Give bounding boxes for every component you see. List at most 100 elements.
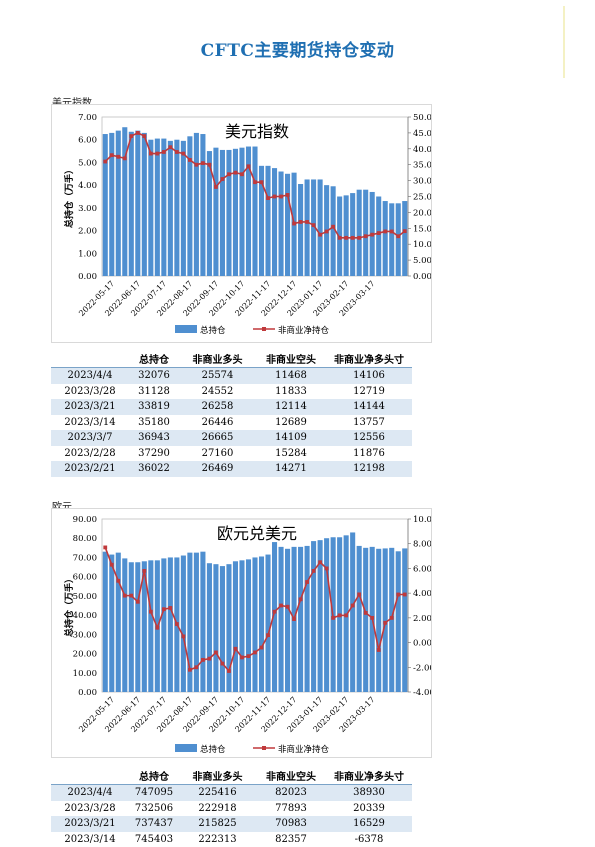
net-position-point [227,669,231,673]
bar-total-position [220,150,225,276]
net-position-point [260,646,264,650]
table-cell: 2023/3/7 [51,430,129,446]
net-position-point [390,230,394,234]
net-position-point [344,236,348,240]
right-axis-tick-label: 5.00 [413,256,431,266]
bar-total-position [135,562,140,692]
bar-total-position [383,201,388,276]
net-position-point [208,163,212,167]
table-cell: -6378 [326,832,412,847]
net-position-point [364,611,368,615]
net-position-point [331,225,335,229]
right-axis-tick-label: -2.00 [413,663,431,673]
right-axis-tick-label: 30.00 [413,177,431,187]
net-position-point [253,180,257,184]
right-axis-tick-label: 8.00 [413,540,431,550]
right-axis-tick-label: 45.00 [413,129,431,139]
left-axis-tick-label: 3.00 [78,204,97,214]
bar-total-position [194,133,199,276]
table-header-row: 总持仓 非商业多头 非商业空头 非商业净多头寸 [51,350,412,368]
table-cell: 15284 [256,446,326,462]
bar-total-position [129,132,134,276]
net-position-point [195,163,199,167]
table-cell: 13757 [326,415,412,431]
net-position-point [299,597,303,601]
bar-total-position [357,190,362,276]
net-position-point [299,220,303,224]
bar-total-position [265,166,270,276]
right-axis-tick-label: 10.00 [413,515,431,525]
bar-total-position [155,139,160,276]
table-cell: 82023 [256,785,326,801]
bar-total-position [311,541,316,692]
left-axis-tick-label: 70.00 [73,553,97,563]
page-title: CFTC主要期货持仓变动 [0,36,595,61]
table-cell: 14144 [326,399,412,415]
table-cell: 745403 [129,832,179,847]
net-position-point [240,656,244,660]
net-position-point [149,152,153,156]
net-position-point [129,594,133,598]
table-cell: 14109 [256,430,326,446]
left-axis-tick-label: 0.00 [78,272,97,282]
table-cell: 24552 [179,384,256,400]
bar-total-position [318,179,323,276]
legend-swatch-net-marker [262,746,266,750]
bar-total-position [252,147,257,276]
legend-label-net: 非商业净持仓 [278,744,330,755]
net-position-point [318,560,322,564]
table-cell: 2023/3/28 [51,384,129,400]
net-position-point [396,593,400,597]
bar-total-position [376,549,381,692]
table-header-cell: 总持仓 [129,350,179,368]
net-position-point [338,613,342,617]
bar-total-position [305,546,310,692]
net-position-point [279,604,283,608]
table-cell: 32076 [129,368,179,384]
net-position-point [396,234,400,238]
left-axis-tick-label: 7.00 [78,113,97,123]
table-cell: 732506 [129,801,179,817]
net-position-point [266,196,270,200]
net-position-point [312,223,316,227]
table-cell: 26258 [179,399,256,415]
table-cell: 2023/2/21 [51,461,129,477]
bar-total-position [161,558,166,692]
usd-index-chart-svg: 0.001.002.003.004.005.006.007.000.005.00… [52,105,431,342]
right-axis-tick-label: -4.00 [413,688,431,698]
right-axis-tick-label: 2.00 [413,614,431,624]
table-cell: 25574 [179,368,256,384]
table-cell: 2023/3/21 [51,399,129,415]
table-cell: 16529 [326,816,412,832]
bar-total-position [181,141,186,276]
bar-total-position [148,140,153,276]
bar-total-position [135,131,140,276]
net-position-point [136,600,140,604]
net-position-point [247,164,251,168]
net-position-point [292,222,296,226]
right-axis-tick-label: 20.00 [413,208,431,218]
table-header-cell: 总持仓 [129,767,179,785]
table-cell: 35180 [129,415,179,431]
table-cell: 222313 [179,832,256,847]
bar-total-position [226,150,231,276]
bar-total-position [174,140,179,276]
net-position-point [168,145,172,149]
net-position-point [110,563,114,567]
chart-title: 欧元兑美元 [217,524,297,543]
right-axis-tick-label: 10.00 [413,240,431,250]
bar-total-position [168,141,173,276]
net-position-point [142,569,146,573]
bar-total-position [396,551,401,692]
left-axis-tick-label: 1.00 [78,249,97,259]
bar-total-position [200,134,205,276]
net-position-point [260,180,264,184]
table-header-cell [51,350,129,368]
net-position-point [383,230,387,234]
table-cell: 36022 [129,461,179,477]
table-cell: 26469 [179,461,256,477]
